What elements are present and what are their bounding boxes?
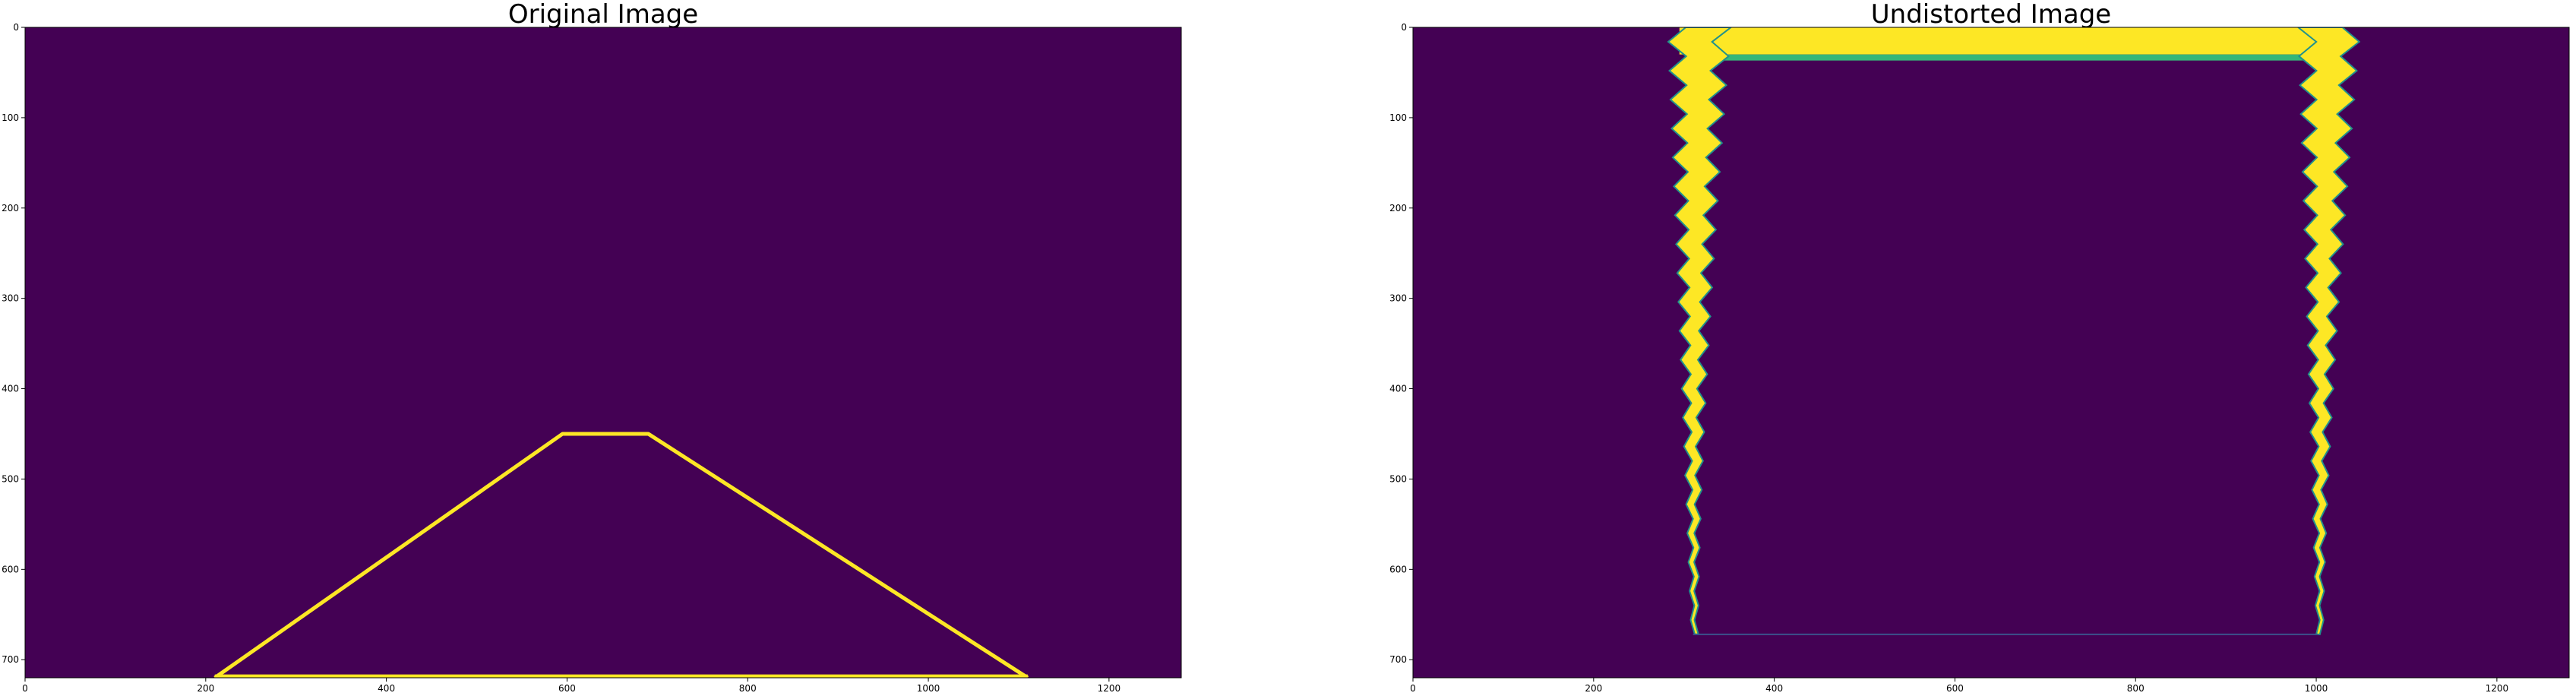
- panel-undistorted: Undistorted Image 0 200 400 600 800 1000 1200 0 1…: [1389, 0, 2570, 694]
- panel-title: Undistorted Image: [1871, 0, 2111, 30]
- y-tick-label: 200: [1389, 203, 1407, 214]
- image-background: [1413, 27, 2569, 678]
- y-tick-label: 0: [1401, 22, 1407, 33]
- y-tick-label: 0: [13, 22, 19, 33]
- panel-title: Original Image: [508, 0, 698, 30]
- panel-original: Original Image 0 200 400 600 800 1000 1200 0 100 2…: [2, 0, 1182, 694]
- y-tick-label: 600: [1389, 564, 1407, 574]
- x-tick-label: 200: [197, 683, 214, 694]
- y-tick-label: 300: [2, 293, 19, 304]
- x-tick-label: 0: [22, 683, 28, 694]
- y-tick-label: 700: [2, 654, 19, 665]
- right-edge: [2296, 27, 2361, 635]
- top-band: [1679, 27, 2344, 55]
- image-background: [25, 27, 1181, 678]
- x-tick-label: 400: [1765, 683, 1783, 694]
- y-tick-label: 600: [2, 564, 19, 574]
- y-tick-label: 300: [1389, 293, 1407, 304]
- y-tick-label: 500: [2, 473, 19, 484]
- y-tick-label: 100: [1389, 112, 1407, 123]
- x-tick-label: 200: [1585, 683, 1602, 694]
- lane-outline: [213, 432, 1029, 678]
- x-tick-label: 600: [558, 683, 576, 694]
- y-tick-label: 700: [1389, 654, 1407, 665]
- image-content: [1667, 27, 2361, 635]
- y-tick-label: 100: [2, 112, 19, 123]
- y-tick-label: 500: [1389, 473, 1407, 484]
- x-tick-label: 1200: [1098, 683, 1121, 694]
- top-band-edge: [1715, 54, 2308, 61]
- y-tick-label: 400: [2, 384, 19, 394]
- y-tick-label: 400: [1389, 384, 1407, 394]
- y-tick-label: 200: [2, 203, 19, 214]
- axes-frame: [1412, 27, 2570, 679]
- x-tick-label: 1000: [917, 683, 940, 694]
- x-tick-label: 800: [2127, 683, 2145, 694]
- x-tick-label: 600: [1946, 683, 1964, 694]
- x-tick-label: 1000: [2305, 683, 2328, 694]
- x-tick-label: 400: [378, 683, 395, 694]
- image-content: [213, 432, 1029, 678]
- x-tick-label: 0: [1410, 683, 1416, 694]
- x-tick-label: 1200: [2486, 683, 2509, 694]
- x-tick-label: 800: [739, 683, 757, 694]
- axes-frame: [24, 27, 1182, 679]
